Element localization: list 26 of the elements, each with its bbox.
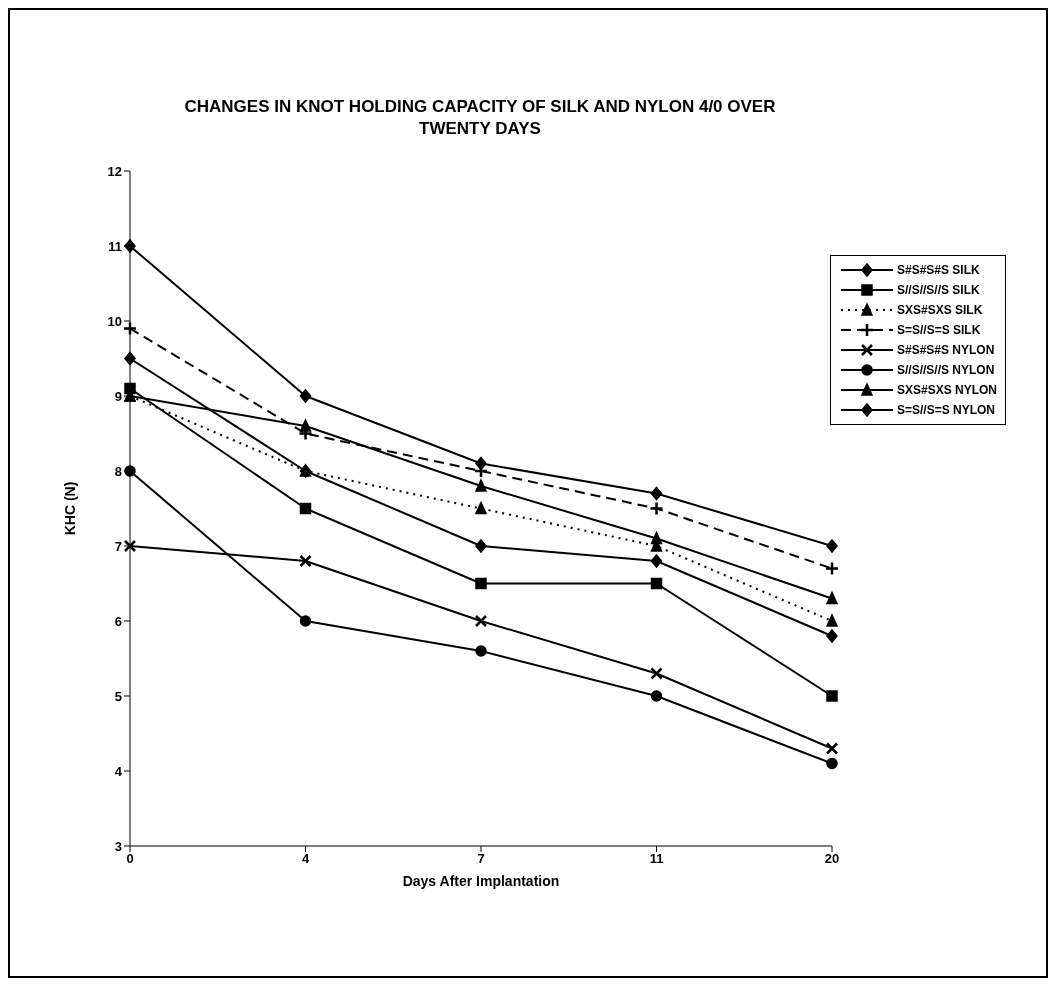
legend-label: S#S#S#S SILK [896,263,980,277]
x-tick-label: 4 [301,851,310,867]
x-tick-label: 11 [649,851,664,867]
y-axis-title: KHC (N) [61,481,78,536]
x-tick-label: 7 [477,851,485,867]
y-tick-label: 11 [108,238,122,254]
legend-label: S#S#S#S NYLON [896,343,995,357]
y-tick-label: 6 [114,613,122,629]
x-tick-label: 0 [126,851,134,867]
y-tick-label: 4 [114,763,123,779]
legend-label: S=S//S=S NYLON [896,403,996,417]
y-tick-label: 5 [114,688,122,704]
legend-label: S//S//S//S SILK [896,283,980,297]
y-tick-label: 3 [114,838,122,854]
y-tick-label: 12 [107,163,122,179]
y-tick-label: 10 [107,313,122,329]
x-tick-label: 20 [824,851,840,867]
y-tick-label: 7 [114,538,122,554]
legend-label: S=S//S=S SILK [896,323,981,337]
legend-label: SXS#SXS SILK [896,303,983,317]
legend-label: SXS#SXS NYLON [896,383,997,397]
x-axis-title: Days After Implantation [402,873,560,889]
y-tick-label: 8 [114,463,122,479]
chart-title: CHANGES IN KNOT HOLDING CAPACITY OF SILK AND NYLON 4/0 OVER TWENTY DAYS [183,96,777,140]
legend-label: S//S//S//S NYLON [896,363,995,377]
y-tick-label: 9 [114,388,122,404]
